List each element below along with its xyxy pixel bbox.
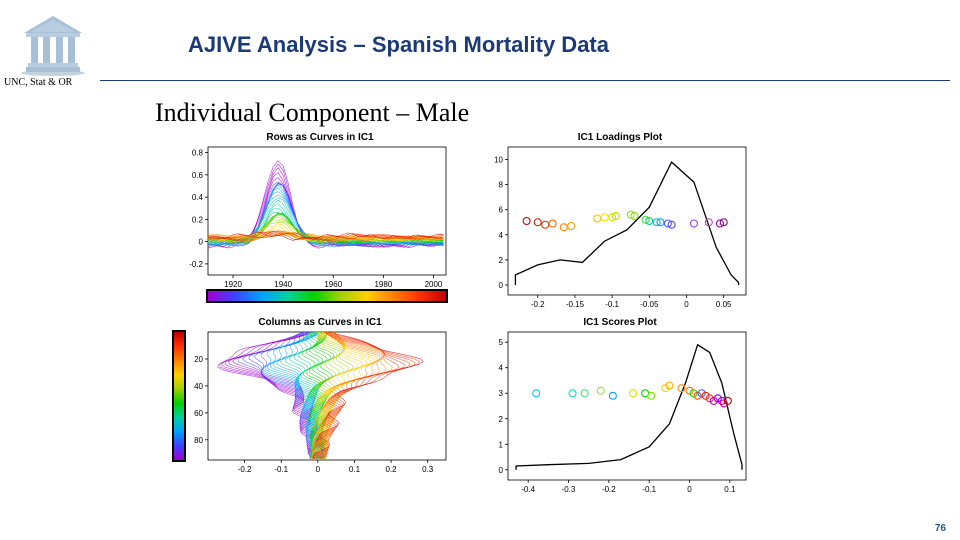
svg-text:2000: 2000 xyxy=(425,280,443,289)
svg-text:-0.3: -0.3 xyxy=(562,485,576,494)
chart-scores: -0.4 -0.3 -0.2 -0.1 0 0.1 0 1 2 3 4 5 xyxy=(470,328,760,498)
slide-title: AJIVE Analysis – Spanish Mortality Data xyxy=(188,32,609,58)
svg-text:1960: 1960 xyxy=(324,280,342,289)
svg-text:4: 4 xyxy=(499,364,504,373)
svg-text:0: 0 xyxy=(316,465,321,474)
chart-loadings: -0.2 -0.15 -0.1 -0.05 0 0.05 0 2 4 6 8 10 xyxy=(470,143,760,313)
panel-b-title: IC1 Loadings Plot xyxy=(470,132,770,143)
svg-text:-0.1: -0.1 xyxy=(274,465,288,474)
svg-text:-0.2: -0.2 xyxy=(189,260,203,269)
panel-scores: IC1 Scores Plot -0.4 -0.3 -0.2 -0.1 0 0.1 0 1 2 3… xyxy=(470,317,770,502)
svg-text:0.6: 0.6 xyxy=(192,171,204,180)
svg-text:0: 0 xyxy=(499,466,504,475)
svg-text:3: 3 xyxy=(499,389,504,398)
svg-text:8: 8 xyxy=(499,181,504,190)
svg-text:80: 80 xyxy=(194,436,203,445)
dept-label: UNC, Stat & OR xyxy=(4,77,960,88)
svg-text:1: 1 xyxy=(499,440,504,449)
svg-text:0.8: 0.8 xyxy=(192,149,204,158)
svg-text:0.4: 0.4 xyxy=(192,193,204,202)
svg-text:0: 0 xyxy=(499,281,504,290)
panel-c-title: Columns as Curves in IC1 xyxy=(170,317,470,328)
svg-text:-0.15: -0.15 xyxy=(566,300,585,309)
svg-text:10: 10 xyxy=(494,156,503,165)
svg-text:-0.2: -0.2 xyxy=(602,485,616,494)
svg-text:1980: 1980 xyxy=(374,280,392,289)
svg-text:1920: 1920 xyxy=(224,280,242,289)
svg-text:-0.2: -0.2 xyxy=(531,300,545,309)
svg-text:60: 60 xyxy=(194,409,203,418)
svg-text:0.2: 0.2 xyxy=(386,465,398,474)
svg-text:-0.4: -0.4 xyxy=(521,485,535,494)
panel-loadings: IC1 Loadings Plot -0.2 -0.15 -0.1 -0.05 0 0.0… xyxy=(470,132,770,317)
panel-rows-curves: Rows as Curves in IC1 1920 1940 1960 1980 20… xyxy=(170,132,470,317)
panel-cols-curves: Columns as Curves in IC1 -0.2 -0.1 0 0.1 0.2… xyxy=(170,317,470,502)
chart-rows-curves: 1920 1940 1960 1980 2000 -0.2 0 0.2 0.4 0.6 0.8 xyxy=(170,143,460,313)
svg-text:-0.2: -0.2 xyxy=(238,465,252,474)
svg-text:0.3: 0.3 xyxy=(422,465,434,474)
svg-text:0: 0 xyxy=(687,485,692,494)
section-title: Individual Component – Male xyxy=(155,98,960,128)
svg-text:1940: 1940 xyxy=(274,280,292,289)
svg-text:2: 2 xyxy=(499,256,504,265)
svg-text:4: 4 xyxy=(499,231,504,240)
svg-text:0: 0 xyxy=(199,238,204,247)
svg-text:0: 0 xyxy=(684,300,689,309)
svg-text:5: 5 xyxy=(499,338,504,347)
page-number: 76 xyxy=(935,523,946,534)
svg-text:20: 20 xyxy=(194,355,203,364)
svg-text:6: 6 xyxy=(499,206,504,215)
panel-d-title: IC1 Scores Plot xyxy=(470,317,770,328)
svg-text:-0.1: -0.1 xyxy=(642,485,656,494)
svg-text:-0.05: -0.05 xyxy=(640,300,659,309)
svg-text:0.1: 0.1 xyxy=(724,485,736,494)
unc-logo xyxy=(18,13,88,78)
svg-text:0.05: 0.05 xyxy=(716,300,732,309)
svg-text:0.2: 0.2 xyxy=(192,215,204,224)
svg-text:0.1: 0.1 xyxy=(349,465,361,474)
svg-text:-0.1: -0.1 xyxy=(605,300,619,309)
header: AJIVE Analysis – Spanish Mortality Data xyxy=(0,0,960,80)
panel-a-title: Rows as Curves in IC1 xyxy=(170,132,470,143)
chart-grid: Rows as Curves in IC1 192019401960198020… xyxy=(170,132,770,502)
svg-text:40: 40 xyxy=(194,382,203,391)
svg-text:2: 2 xyxy=(499,415,504,424)
chart-cols-curves: -0.2 -0.1 0 0.1 0.2 0.3 20 40 60 80 xyxy=(170,328,460,498)
